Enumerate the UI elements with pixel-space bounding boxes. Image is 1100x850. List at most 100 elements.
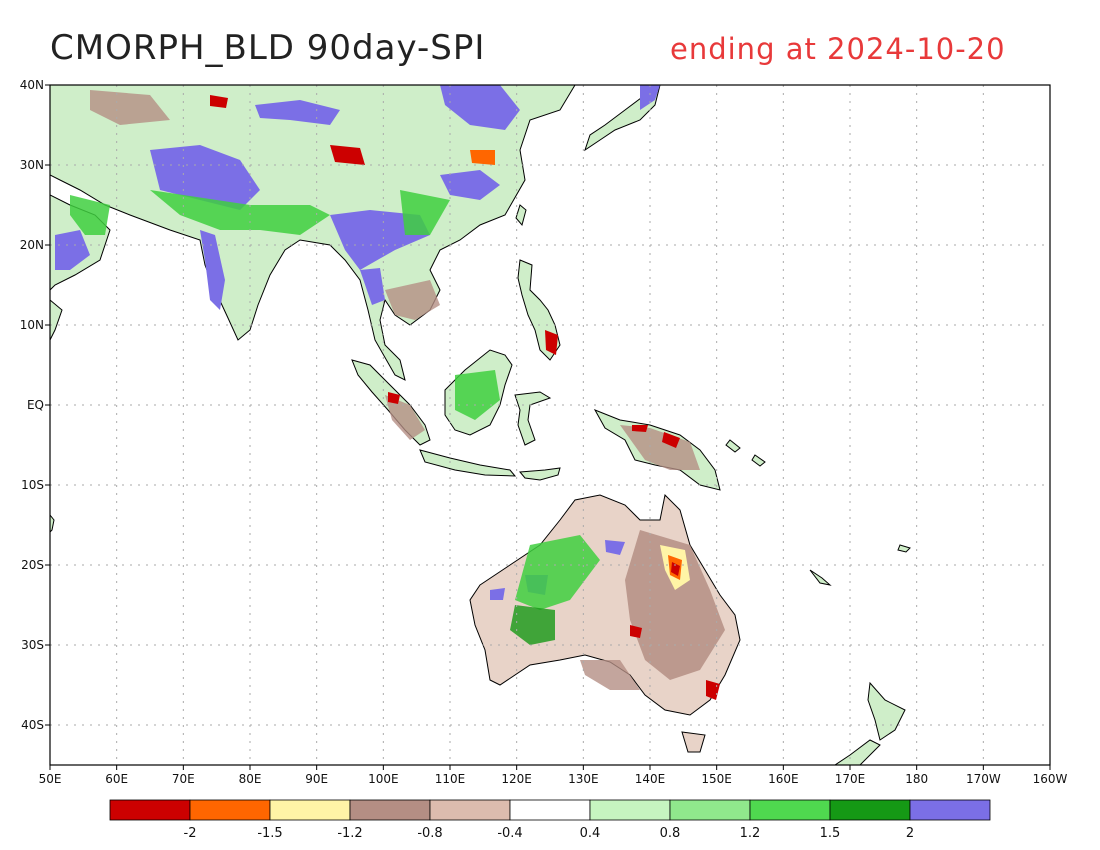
land-madagascar-tip	[50, 514, 55, 533]
colorbar-label: 1.2	[740, 826, 761, 841]
patch-dry-extreme	[632, 425, 648, 432]
x-tick-label: 140E	[635, 772, 666, 786]
x-tick-label: 110E	[435, 772, 466, 786]
land-sulawesi	[514, 391, 552, 446]
colorbar-label: -0.4	[497, 826, 522, 841]
land-fiji	[897, 544, 911, 553]
y-tick-label: 30S	[21, 638, 44, 652]
colorbar-swatch	[349, 799, 431, 821]
patch-wet-extreme	[440, 170, 500, 200]
x-tick-label: 90E	[305, 772, 328, 786]
y-tick-label: EQ	[27, 398, 44, 412]
patch-dry-moderate	[385, 280, 440, 320]
patch-wet-extreme	[640, 85, 660, 110]
x-tick-label: 170W	[966, 772, 1001, 786]
land-new-zealand-north	[867, 681, 906, 741]
patch-wet-extreme	[255, 100, 340, 125]
x-tick-label: 150E	[701, 772, 732, 786]
y-tick-label: 20S	[21, 558, 44, 572]
patch-wet-strong	[510, 605, 555, 645]
map-title: CMORPH_BLD 90day-SPI	[50, 28, 486, 68]
colorbar-swatch	[749, 799, 831, 821]
colorbar-label: 2	[906, 826, 914, 841]
patch-dry-extreme	[388, 392, 400, 404]
colorbar-label: -1.2	[337, 826, 362, 841]
map-content	[50, 85, 911, 765]
y-tick-label: 20N	[20, 238, 44, 252]
patch-wet-strong	[70, 195, 110, 235]
colorbar-swatch	[429, 799, 511, 821]
y-tick-label: 10N	[20, 318, 44, 332]
patch-wet-extreme	[55, 230, 90, 270]
y-tick-label: 40S	[21, 718, 44, 732]
patch-dry-extreme	[671, 562, 680, 576]
x-tick-label: 160E	[768, 772, 799, 786]
patch-wet-strong	[455, 370, 500, 420]
colorbar-label: 0.8	[660, 826, 681, 841]
y-tick-label: 30N	[20, 158, 44, 172]
colorbar-label: 1.5	[820, 826, 841, 841]
colorbar-swatch	[589, 799, 671, 821]
colorbar-swatch	[509, 799, 591, 821]
patch-dry-moderate	[90, 90, 170, 125]
patch-wet-extreme	[490, 588, 505, 600]
land-horn-africa	[50, 299, 63, 341]
y-axis-ticks: 40N 30N 20N 10N EQ 10S 20S 30S 40S	[20, 78, 50, 732]
patch-dry-extreme	[662, 432, 680, 448]
grid-lines	[50, 85, 1050, 765]
x-tick-label: 60E	[105, 772, 128, 786]
patch-dry-extreme	[330, 145, 365, 165]
colorbar-label: -0.8	[417, 826, 442, 841]
land-asia	[50, 85, 576, 381]
patch-dry-moderate	[580, 660, 640, 690]
x-tick-label: 120E	[501, 772, 532, 786]
spi-patches	[55, 85, 725, 700]
patch-wet-extreme	[200, 230, 225, 310]
x-tick-label: 180	[905, 772, 928, 786]
y-tick-label: 10S	[21, 478, 44, 492]
colorbar-label: 0.4	[580, 826, 601, 841]
land-new-zealand-south	[834, 739, 881, 765]
x-tick-label: 100E	[368, 772, 399, 786]
land-solomons	[725, 439, 766, 467]
x-axis-ticks: 50E 60E 70E 80E 90E 100E 110E 120E 130E 140E 150E 1…	[39, 765, 1068, 786]
patch-dry-extreme	[630, 625, 642, 638]
land-new-caledonia	[809, 569, 832, 586]
patch-wet-extreme	[360, 268, 385, 305]
colorbar-label: -2	[184, 826, 197, 841]
patch-dry-extreme	[210, 95, 228, 108]
colorbar-swatch	[909, 799, 991, 821]
colorbar-swatch	[269, 799, 351, 821]
y-tick-label: 40N	[20, 78, 44, 92]
patch-wet-strong	[150, 190, 330, 235]
colorbar-swatch	[669, 799, 751, 821]
x-tick-label: 50E	[39, 772, 62, 786]
colorbar-swatch	[189, 799, 271, 821]
patch-dry-moderate	[625, 530, 725, 680]
colorbar-swatch	[829, 799, 911, 821]
land-lesser-sunda	[518, 467, 561, 481]
x-tick-label: 130E	[568, 772, 599, 786]
patch-wet-extreme	[150, 145, 260, 210]
patch-dry-moderate	[385, 395, 425, 440]
x-tick-label: 70E	[172, 772, 195, 786]
land-tasmania	[681, 731, 706, 753]
colorbar-swatch	[109, 799, 191, 821]
colorbar: -2 -1.5 -1.2 -0.8 -0.4 0.4 0.8 1.2 1.5 2	[109, 799, 991, 841]
x-tick-label: 80E	[239, 772, 262, 786]
map-date: ending at 2024-10-20	[670, 32, 1006, 66]
land-taiwan	[515, 204, 527, 227]
patch-wet-strong	[515, 535, 600, 610]
patch-wet-extreme	[605, 540, 625, 555]
patch-dry-moderate	[620, 425, 700, 470]
x-tick-label: 160W	[1033, 772, 1068, 786]
patch-dry-severe	[470, 150, 495, 165]
land-java	[419, 449, 517, 477]
colorbar-label: -1.5	[257, 826, 282, 841]
patch-dry-extreme	[545, 330, 558, 355]
patch-wet-extreme	[440, 85, 520, 130]
patch-wet-strong	[400, 190, 450, 235]
x-tick-label: 170E	[835, 772, 866, 786]
map-frame	[49, 84, 1051, 766]
